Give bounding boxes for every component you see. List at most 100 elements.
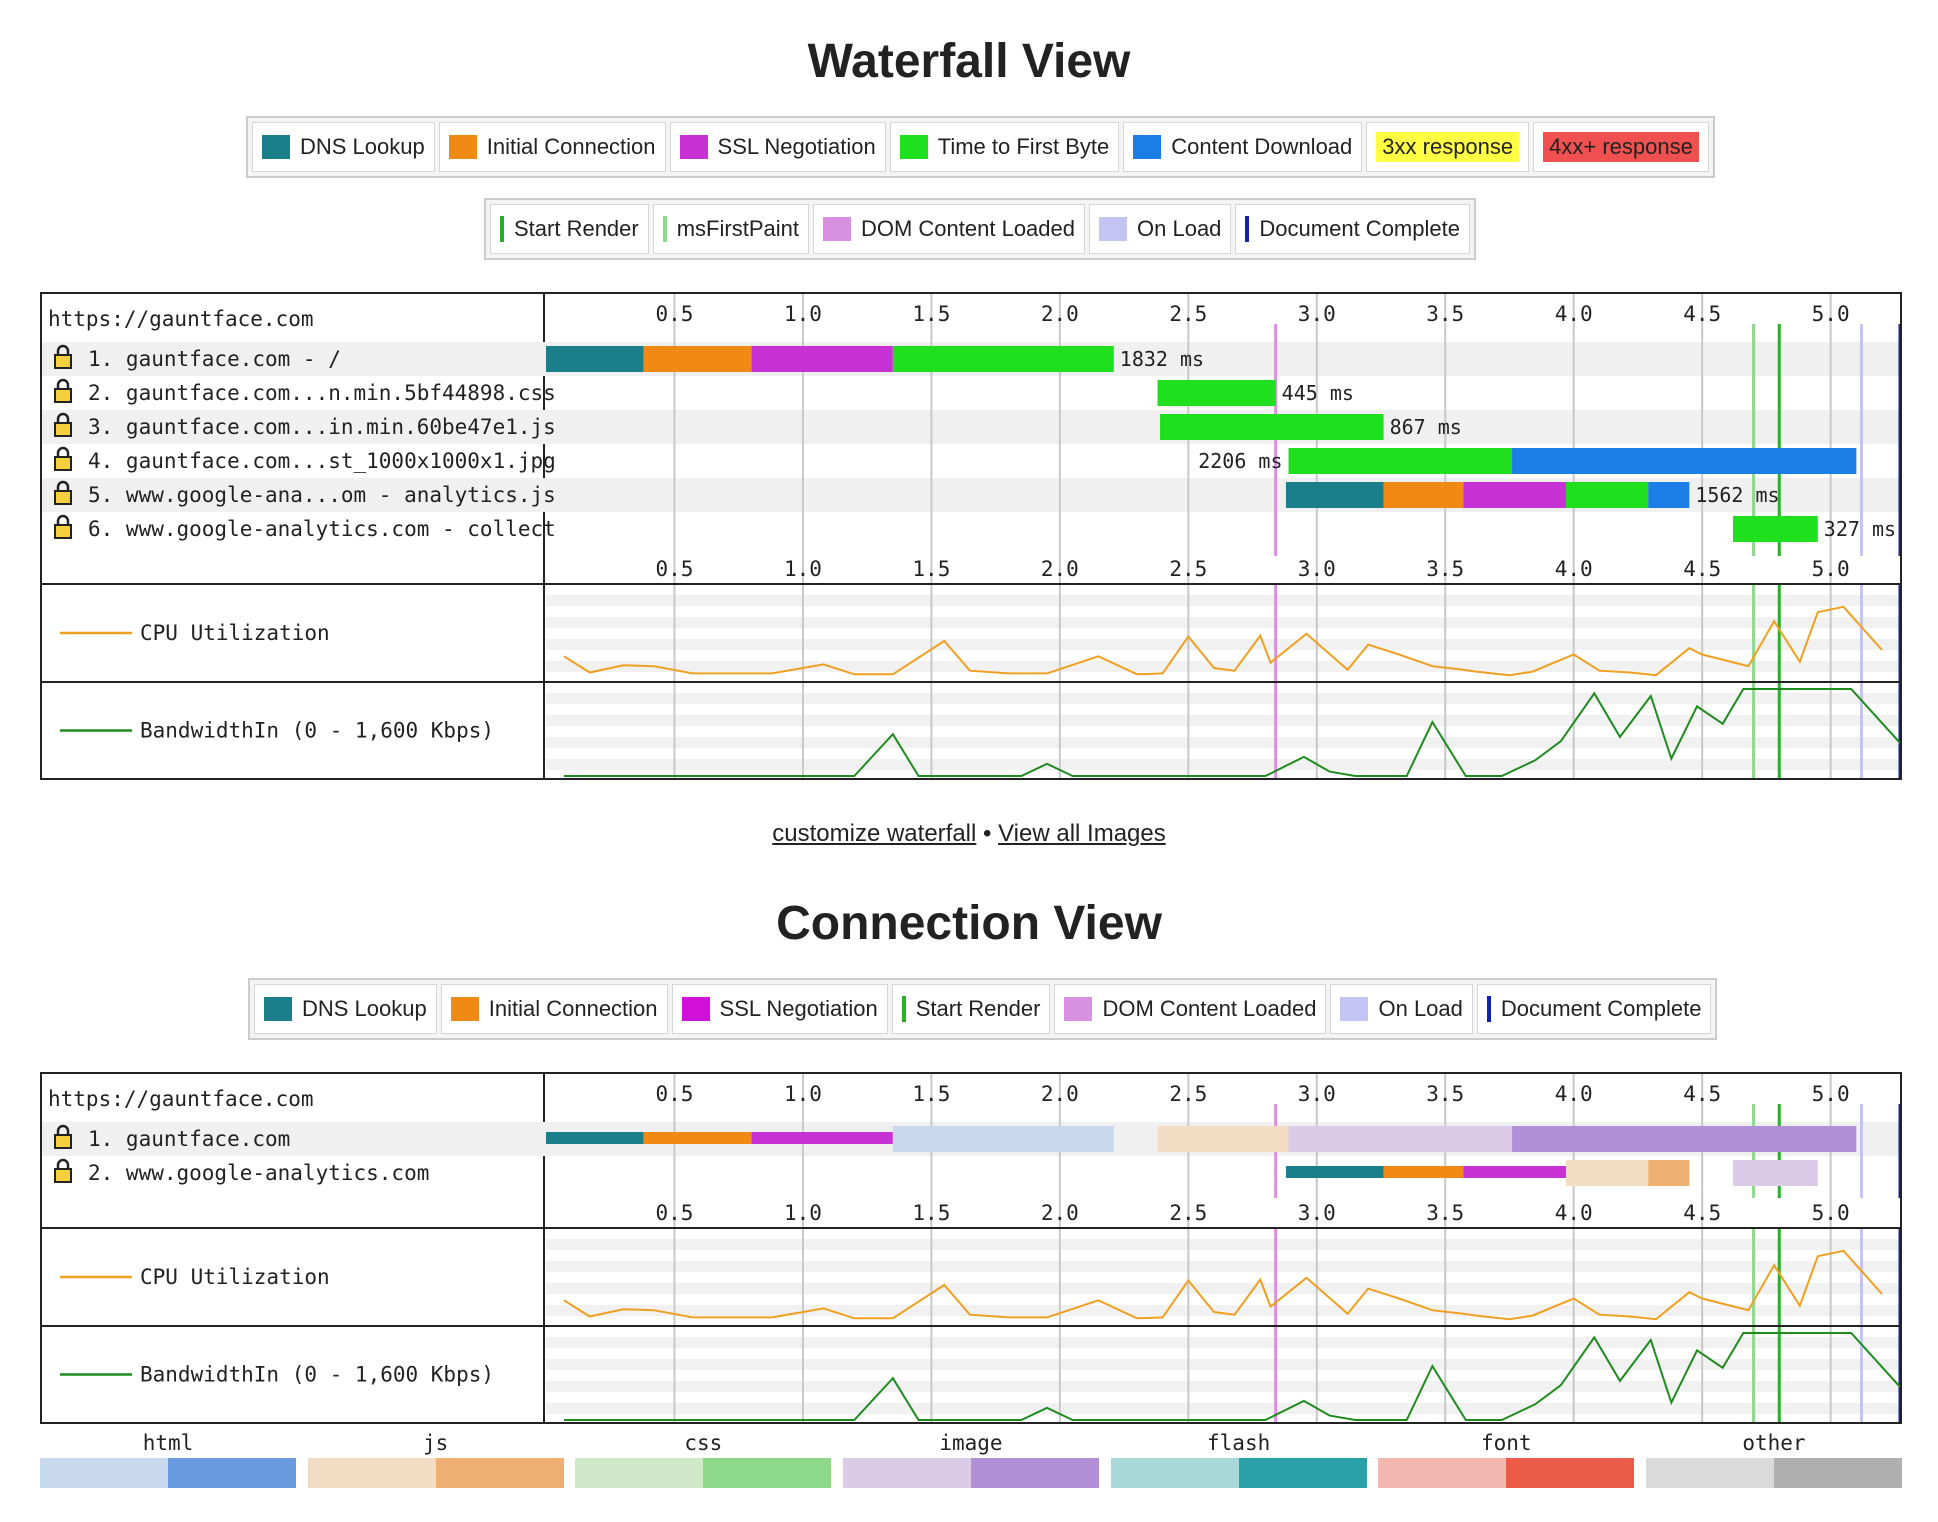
tick-label: 2.0: [1041, 1082, 1079, 1106]
page-url: https://gauntface.com: [48, 307, 314, 331]
cpu-line: [563, 605, 1883, 677]
connection-chart: https://gauntface.com 0.5 1.0 1.5 2.0 2.5 3.0 3…: [40, 1072, 1902, 1424]
legend-item-on-load: On Load: [1089, 204, 1232, 254]
panel-band: [546, 1261, 1900, 1272]
tick-label: 1.0: [784, 302, 822, 326]
tick-label: 1.5: [912, 557, 950, 581]
lock-icon: [56, 1158, 70, 1169]
legend-label: SSL Negotiation: [717, 134, 876, 159]
legend-swatch: [899, 135, 928, 159]
mime-swatch-dark: [1238, 1458, 1367, 1488]
legend-label: DOM Content Loaded: [860, 216, 1076, 241]
panel-band: [546, 1403, 1900, 1414]
legend-swatch: [1133, 135, 1162, 159]
mime-type-label: other: [1742, 1431, 1806, 1455]
legend-item-dom-content-loaded: DOM Content Loaded: [1054, 984, 1327, 1034]
panel-band: [546, 639, 1900, 650]
request-duration: 327 ms: [1824, 517, 1896, 541]
legend-item-content-download: Content Download: [1123, 122, 1363, 172]
legend-item-document-complete: Document Complete: [1476, 984, 1712, 1034]
request-label: 4. gauntface.com...st_1000x1000x1.jpg: [88, 449, 556, 473]
tick-label: 3.5: [1426, 1082, 1464, 1106]
request-segment-ttfb: [892, 346, 1114, 372]
tick-label: 2.5: [1169, 557, 1207, 581]
panel-band: [546, 617, 1900, 628]
mime-type-swatch: [842, 1458, 1099, 1488]
mime-type-js: js: [307, 1428, 564, 1492]
request-segment-ttfb: [1157, 380, 1276, 406]
waterfall-chart: https://gauntface.com 0.5 1.0 1.5 2.0 2.5 3.0 3…: [40, 292, 1902, 780]
legend-item-time-to-first-byte: Time to First Byte: [889, 122, 1120, 172]
mime-type-other: other: [1645, 1428, 1902, 1492]
view-all-images-link[interactable]: View all Images: [998, 820, 1166, 847]
panel-band: [546, 661, 1900, 672]
panel-band: [546, 715, 1900, 726]
tick-label: 2.0: [1041, 1201, 1079, 1225]
legend-label: Content Download: [1171, 134, 1353, 159]
request-segment-dl: [1648, 482, 1690, 508]
connection-segment-js: [1157, 1126, 1289, 1152]
legend-label: Initial Connection: [486, 134, 656, 159]
mime-type-swatch: [1645, 1458, 1902, 1488]
mime-type-legend: html js css image flash font other: [40, 1428, 1902, 1492]
request-segment-ssl: [1463, 482, 1566, 508]
request-duration: 1832 ms: [1120, 347, 1204, 371]
lock-icon-body: [54, 490, 72, 505]
lock-icon-body: [54, 456, 72, 471]
tick-label: 5.0: [1812, 1082, 1850, 1106]
connection-segment-ssl: [1463, 1166, 1566, 1178]
tick-label: 2.5: [1169, 1082, 1207, 1106]
connection-legend: DNS Lookup Initial Connection SSL Negotiat…: [248, 978, 1718, 1040]
tick-label: 4.0: [1555, 302, 1593, 326]
legend-label: On Load: [1378, 996, 1463, 1021]
customize-waterfall-link[interactable]: customize waterfall: [772, 820, 977, 847]
mime-swatch-dark: [703, 1458, 832, 1488]
legend-item-dom-content-loaded: DOM Content Loaded: [812, 204, 1086, 254]
tick-label: 1.0: [784, 1201, 822, 1225]
lock-icon-body: [54, 388, 72, 403]
connection-segment-dns: [546, 1132, 644, 1144]
row-band: [42, 410, 1900, 444]
tick-label: 4.5: [1683, 1082, 1721, 1106]
tick-label: 0.5: [655, 557, 693, 581]
connection-title: Connection View: [776, 897, 1162, 950]
panel-band: [546, 1239, 1900, 1250]
request-segment-ttfb: [1565, 482, 1649, 508]
legend-item-msfirstpaint: msFirstPaint: [652, 204, 809, 254]
waterfall-links: customize waterfall • View all Images: [0, 820, 1938, 848]
tick-label: 4.0: [1555, 1201, 1593, 1225]
legend-line: [901, 996, 906, 1022]
lock-icon: [56, 378, 70, 389]
tick-label: 4.5: [1683, 302, 1721, 326]
tick-label: 4.0: [1555, 1082, 1593, 1106]
lock-icon: [56, 514, 70, 525]
legend-swatch: [679, 135, 708, 159]
legend-swatch: [1064, 997, 1093, 1021]
tick-label: 1.5: [912, 1082, 950, 1106]
connection-segment-image: [1732, 1160, 1818, 1186]
mime-swatch-dark: [970, 1458, 1099, 1488]
mime-type-label: css: [684, 1431, 723, 1455]
connection-segment-image2: [1512, 1126, 1857, 1152]
cpu-line: [563, 1249, 1883, 1321]
connection-segment-js: [1565, 1160, 1649, 1186]
legend-item-document-complete: Document Complete: [1235, 204, 1470, 254]
lock-icon: [56, 412, 70, 423]
legend-item-start-render: Start Render: [490, 204, 649, 254]
legend-item-dns-lookup: DNS Lookup: [254, 984, 437, 1034]
request-label: 5. www.google-ana...om - analytics.js: [88, 483, 556, 507]
lock-icon-body: [54, 422, 72, 437]
bandwidth-label: BandwidthIn (0 - 1,600 Kbps): [140, 1363, 494, 1387]
connection-segment-image: [1288, 1126, 1513, 1152]
panel-band: [546, 759, 1900, 770]
legend-swatch: [264, 997, 292, 1021]
tick-label: 3.5: [1426, 557, 1464, 581]
lock-icon: [56, 1124, 70, 1135]
legend-label: msFirstPaint: [676, 216, 799, 241]
legend-item-initial-connection: Initial Connection: [438, 122, 666, 172]
mime-type-label: html: [142, 1431, 194, 1455]
connection-segment-conn: [643, 1132, 752, 1144]
tick-label: 3.0: [1298, 1201, 1336, 1225]
waterfall-svg: https://gauntface.com 0.5 1.0 1.5 2.0 2.5 3.0 3…: [42, 294, 1900, 778]
tick-label: 3.5: [1426, 302, 1464, 326]
